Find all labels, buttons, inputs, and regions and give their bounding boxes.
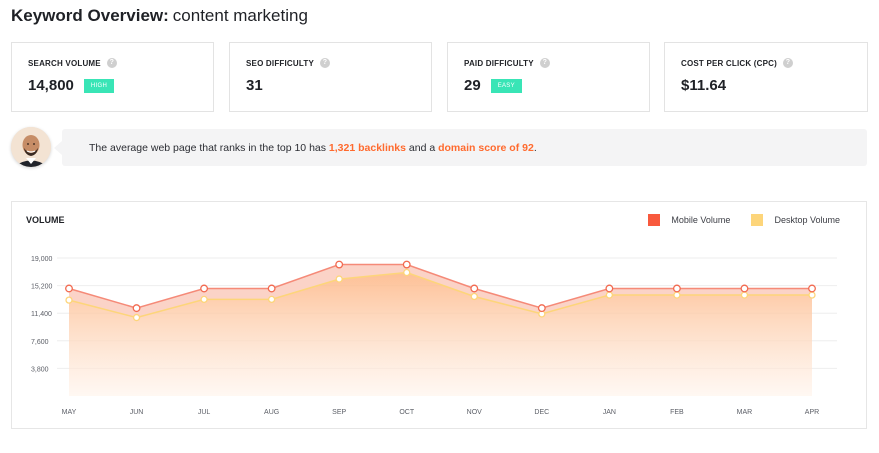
page-title: Keyword Overview: content marketing xyxy=(11,6,308,26)
y-tick-label: 11,400 xyxy=(31,311,52,318)
x-tick-label: SEP xyxy=(332,409,346,416)
x-tick-label: DEC xyxy=(534,409,549,416)
mobile-line xyxy=(68,263,812,309)
insight-bar: The average web page that ranks in the t… xyxy=(54,129,867,166)
mobile-point xyxy=(335,260,344,269)
y-tick-label: 15,200 xyxy=(31,284,53,291)
desktop-point xyxy=(335,275,343,283)
legend-label-desktop: Desktop Volume xyxy=(774,215,840,225)
search-volume-card: SEARCH VOLUME ? 14,800 HIGH xyxy=(11,42,214,112)
chart-title: VOLUME xyxy=(26,215,65,225)
info-icon[interactable]: ? xyxy=(539,58,550,68)
page-title-keyword: content marketing xyxy=(172,6,308,25)
volume-chart-card: 19,000 15,200 11,400 7,600 3,800 MAY JUN JUL AUG… xyxy=(11,201,867,429)
y-tick-label: 19,000 xyxy=(31,256,53,263)
mobile-point xyxy=(402,260,411,269)
mobile-point xyxy=(470,284,479,293)
desktop-point xyxy=(132,313,141,322)
info-icon[interactable]: ? xyxy=(783,58,793,68)
mobile-point xyxy=(740,284,749,293)
desktop-point xyxy=(200,295,208,304)
search-volume-value: 14,800 xyxy=(28,77,74,94)
mobile-point xyxy=(132,304,141,313)
legend-swatch-desktop xyxy=(751,214,764,226)
desktop-point xyxy=(65,296,73,304)
insight-text: The average web page that ranks in the t… xyxy=(89,142,537,154)
legend-swatch-mobile xyxy=(648,214,661,226)
legend-item-desktop[interactable]: Desktop Volume xyxy=(751,214,840,226)
cpc-card: COST PER CLICK (CPC) ? $11.64 xyxy=(664,42,868,112)
legend-item-mobile[interactable]: Mobile Volume xyxy=(648,214,730,226)
x-tick-label: APR xyxy=(805,409,819,416)
info-icon[interactable]: ? xyxy=(106,58,117,68)
legend-label-mobile: Mobile Volume xyxy=(671,215,731,225)
y-tick-label: 3,800 xyxy=(31,366,49,373)
desktop-point xyxy=(605,291,614,299)
cpc-value: $11.64 xyxy=(681,77,727,94)
mobile-point xyxy=(200,284,209,293)
x-tick-label: MAY xyxy=(62,409,77,416)
x-tick-label: JUL xyxy=(198,409,211,416)
x-tick-label: MAR xyxy=(737,409,753,416)
paid-difficulty-value: 29 xyxy=(464,77,481,94)
paid-difficulty-card: PAID DIFFICULTY ? 29 EASY xyxy=(447,42,650,112)
desktop-point xyxy=(403,268,411,277)
mobile-point xyxy=(267,284,276,293)
mobile-point xyxy=(65,284,73,293)
backlinks-highlight: 1,321 backlinks xyxy=(328,142,406,154)
x-tick-label: FEB xyxy=(670,409,684,416)
search-volume-label: SEARCH VOLUME xyxy=(28,58,101,68)
desktop-point xyxy=(267,295,276,304)
mobile-point xyxy=(605,284,614,293)
mobile-area xyxy=(69,264,812,318)
desktop-point xyxy=(740,291,749,299)
x-tick-label: JUN xyxy=(130,409,144,416)
desktop-area xyxy=(69,272,812,396)
info-icon[interactable]: ? xyxy=(319,58,330,68)
avatar xyxy=(11,127,51,167)
desktop-point xyxy=(470,292,478,301)
domain-score-highlight: domain score of 92 xyxy=(438,142,534,154)
chart-legend: Mobile Volume Desktop Volume xyxy=(627,214,840,226)
seo-difficulty-card: SEO DIFFICULTY ? 31 xyxy=(229,42,432,112)
mobile-point xyxy=(672,284,681,293)
seo-difficulty-label: SEO DIFFICULTY xyxy=(246,58,314,68)
page-title-label: Keyword Overview: xyxy=(11,6,169,25)
paid-difficulty-label: PAID DIFFICULTY xyxy=(464,58,534,68)
search-volume-badge: HIGH xyxy=(83,78,115,93)
x-tick-label: NOV xyxy=(467,409,483,416)
seo-difficulty-value: 31 xyxy=(246,77,263,94)
y-tick-label: 7,600 xyxy=(31,339,49,346)
cpc-label: COST PER CLICK (CPC) xyxy=(681,58,777,68)
x-tick-label: JAN xyxy=(603,409,616,416)
mobile-point xyxy=(537,304,546,313)
desktop-line xyxy=(68,271,812,319)
paid-difficulty-badge: EASY xyxy=(490,78,522,93)
x-tick-label: OCT xyxy=(399,409,415,416)
x-tick-label: AUG xyxy=(264,409,279,416)
desktop-point xyxy=(808,291,816,299)
mobile-point xyxy=(808,284,816,293)
volume-chart: 19,000 15,200 11,400 7,600 3,800 MAY JUN JUL AUG… xyxy=(31,256,837,416)
desktop-point xyxy=(673,291,681,299)
